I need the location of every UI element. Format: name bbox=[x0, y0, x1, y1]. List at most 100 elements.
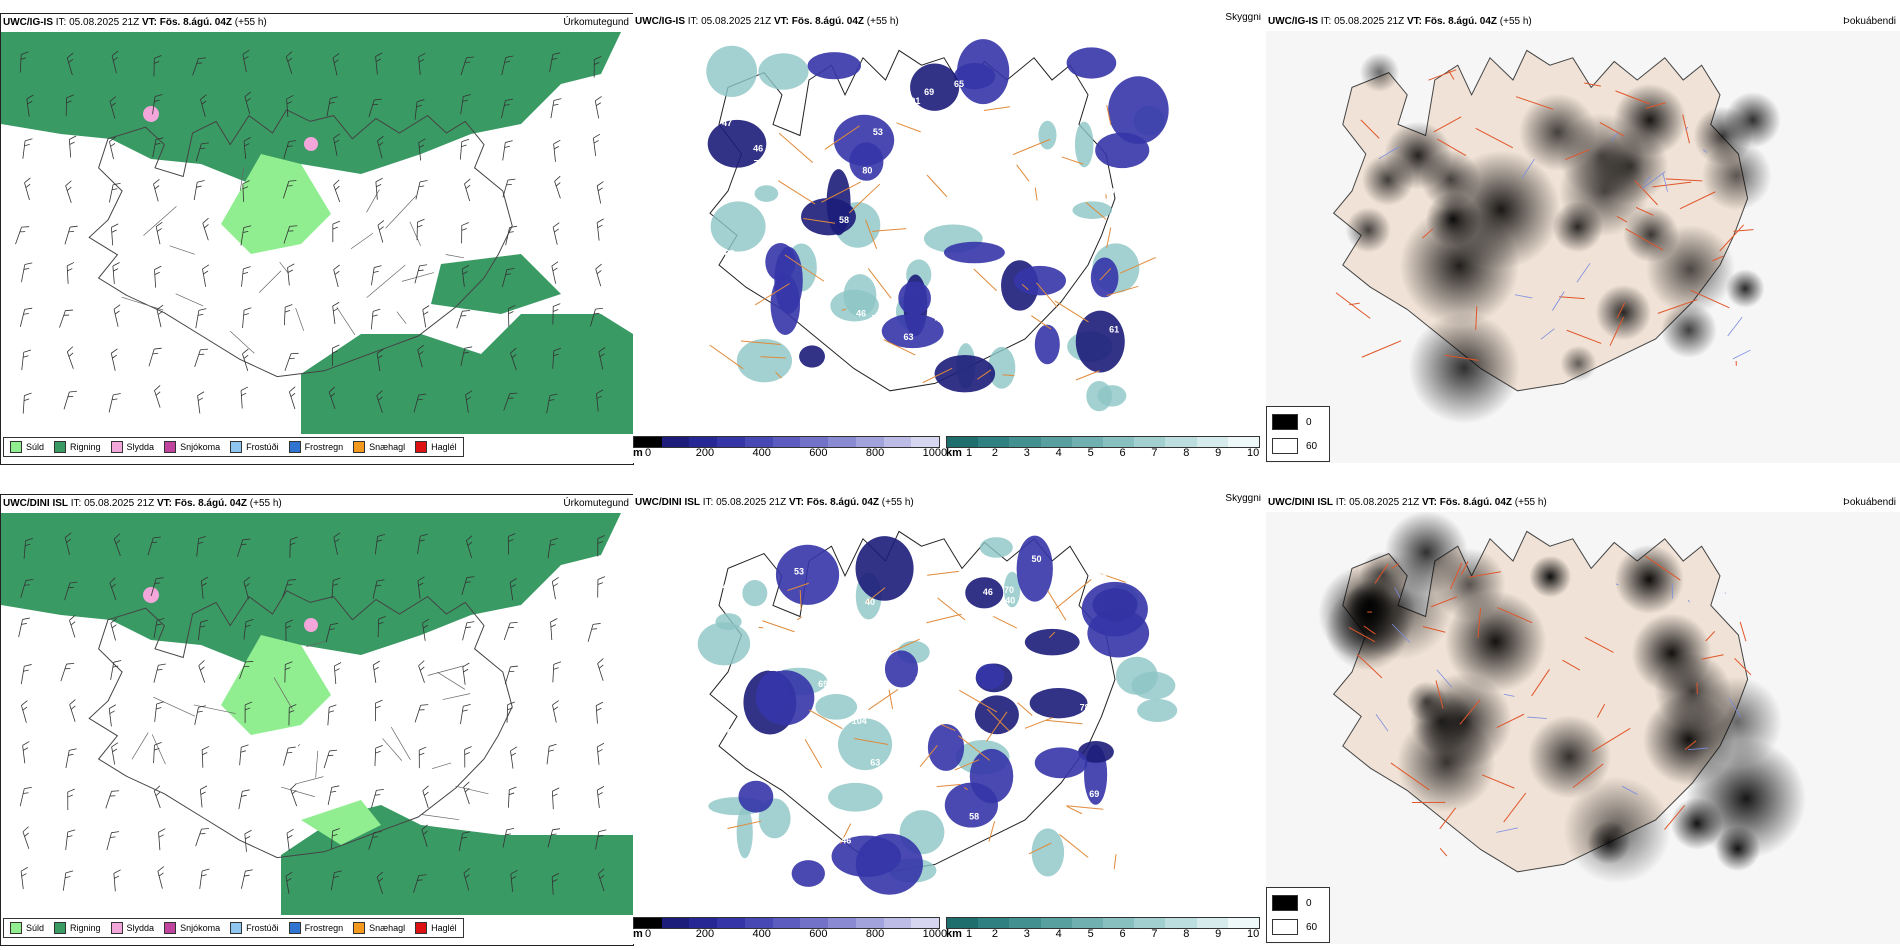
colorbar-cell bbox=[800, 437, 829, 447]
road-line bbox=[1679, 191, 1716, 210]
colorbar-tick-label: 3 bbox=[1023, 447, 1030, 459]
cloudbase-visibility-map: 69 55 70 77 91 65 68 74 63 61 46 47 49 46 85 67 37 15 58 43… bbox=[706, 39, 1169, 412]
wind-barb bbox=[422, 305, 430, 328]
road-line bbox=[175, 293, 204, 307]
wind-barb bbox=[69, 615, 76, 638]
wind-barb bbox=[22, 826, 30, 849]
wind-barb bbox=[552, 661, 562, 683]
cloudbase-value: 65 bbox=[954, 79, 964, 89]
road-line bbox=[1481, 774, 1515, 789]
low-visibility-area bbox=[1086, 381, 1113, 412]
wind-barb bbox=[201, 746, 210, 768]
low-cloudbase-area bbox=[1034, 324, 1060, 365]
wind-barb bbox=[376, 390, 383, 413]
road-line bbox=[1460, 561, 1469, 576]
wind-barb bbox=[283, 304, 293, 326]
road-line bbox=[872, 228, 907, 232]
road-line bbox=[1017, 702, 1033, 716]
precip-legend-swatch bbox=[230, 441, 243, 453]
rain-area-north bbox=[1, 513, 621, 665]
cloudbase-value: 47 bbox=[722, 118, 732, 128]
road-line bbox=[959, 689, 998, 713]
cloudbase-value: 41 bbox=[1046, 678, 1056, 688]
wind-barb bbox=[376, 348, 384, 372]
wind-barb bbox=[414, 264, 428, 284]
wind-barb bbox=[244, 701, 253, 723]
wind-barb bbox=[157, 866, 165, 889]
road-line bbox=[758, 626, 764, 629]
colorbar-cell bbox=[1071, 437, 1104, 447]
low-visibility-area bbox=[1038, 120, 1057, 150]
road-line bbox=[1531, 669, 1550, 697]
wind-barb bbox=[240, 386, 249, 409]
cloudbase-value: 46 bbox=[935, 314, 945, 324]
road-line bbox=[787, 582, 809, 591]
wind-barb bbox=[331, 577, 341, 599]
low-cloudbase-area bbox=[1016, 535, 1053, 602]
valid-label: VT: bbox=[156, 498, 172, 509]
cloudbase-value: 98 bbox=[1034, 236, 1044, 246]
cloudbase-value: 46 bbox=[753, 143, 763, 153]
road-line bbox=[784, 254, 825, 282]
valid-time: Fös. 8.ágú. 04Z bbox=[159, 17, 232, 28]
colorbar-cell bbox=[1009, 437, 1041, 447]
colorbar-unit: m bbox=[633, 928, 643, 940]
road-line bbox=[445, 254, 465, 259]
wind-barb bbox=[238, 789, 250, 810]
low-cloudbase-area bbox=[807, 52, 862, 80]
road-line bbox=[1348, 626, 1376, 643]
wind-barb bbox=[284, 661, 293, 683]
wind-barb bbox=[333, 133, 341, 156]
fog-legend-value-low: 0 bbox=[1306, 897, 1312, 909]
low-cloudbase-area bbox=[756, 671, 791, 717]
wind-barb bbox=[113, 533, 121, 557]
colorbar-tick-label: 800 bbox=[865, 447, 885, 459]
road-line bbox=[1497, 607, 1533, 624]
lead-time: (+55 h) bbox=[881, 497, 914, 508]
wind-barb bbox=[422, 785, 429, 809]
road-line bbox=[922, 367, 953, 384]
model-name: UWC/IG-IS bbox=[1268, 16, 1318, 27]
road-line bbox=[1435, 680, 1444, 709]
wind-barb bbox=[461, 222, 469, 244]
low-cloudbase-area bbox=[884, 650, 919, 688]
wind-barb bbox=[597, 535, 605, 557]
road-line bbox=[777, 180, 816, 205]
colorbar-tick-label: 1 bbox=[966, 447, 973, 459]
road-line bbox=[937, 597, 966, 621]
wind-barb bbox=[503, 392, 518, 411]
road-line bbox=[1515, 96, 1554, 110]
low-visibility-area bbox=[1074, 121, 1094, 168]
precip-legend-swatch bbox=[288, 441, 301, 453]
wind-barb bbox=[421, 824, 428, 848]
colorbar-tick-label: 400 bbox=[752, 928, 771, 940]
river-line bbox=[1610, 132, 1618, 142]
colorbar-cell bbox=[772, 437, 801, 447]
precip-legend-item: Slydda bbox=[110, 922, 154, 934]
fog-area bbox=[1645, 224, 1736, 314]
sleet-spot bbox=[304, 618, 318, 632]
fog-area bbox=[1345, 207, 1391, 253]
colorbar-cell bbox=[1134, 918, 1166, 928]
fog-area bbox=[1559, 146, 1650, 237]
low-cloudbase-area bbox=[774, 246, 803, 314]
wind-barb bbox=[415, 180, 428, 200]
road-line bbox=[239, 167, 245, 191]
wind-barb bbox=[330, 870, 342, 891]
low-cloudbase-area bbox=[791, 860, 825, 887]
precip-legend-label: Snjókoma bbox=[180, 442, 221, 452]
cloudbase-value: 65 bbox=[1012, 109, 1022, 119]
init-label: IT: bbox=[70, 498, 82, 509]
colorbar-cell bbox=[772, 918, 801, 928]
road-line bbox=[1046, 719, 1083, 725]
road-line bbox=[1734, 658, 1752, 676]
cloudbase-value: 69 bbox=[818, 679, 828, 689]
wind-barb bbox=[240, 225, 252, 246]
wind-barb bbox=[595, 263, 602, 287]
wind-barb bbox=[510, 347, 517, 371]
cloudbase-value: 108 bbox=[791, 750, 806, 760]
fog-area bbox=[1359, 551, 1406, 598]
wind-barb bbox=[194, 348, 208, 367]
cloudbase-value: 110 bbox=[769, 663, 784, 673]
road-line bbox=[1657, 299, 1698, 314]
